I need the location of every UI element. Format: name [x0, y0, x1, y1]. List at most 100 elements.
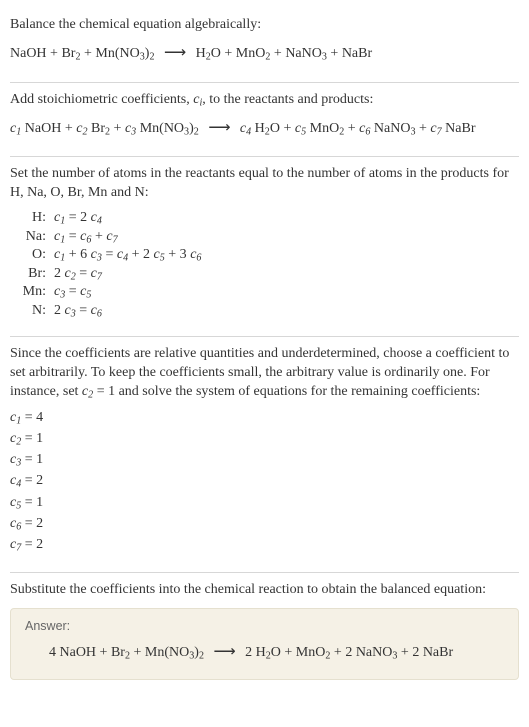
intro-text-5: Substitute the coefficients into the che…	[10, 581, 519, 600]
eq-h: c1 = 2 c4	[50, 209, 205, 228]
row-na: Na: c1 = c6 + c7	[12, 228, 205, 247]
intro-4b: and solve the system of equations for th…	[115, 384, 480, 399]
intro-text-1: Balance the chemical equation algebraica…	[10, 16, 519, 35]
c1: c1	[10, 121, 21, 136]
c4: c4	[240, 121, 251, 136]
reactant-mnno32: Mn(NO3)2	[95, 46, 154, 61]
plus: +	[397, 645, 412, 660]
nabr: NaBr	[423, 645, 453, 660]
arrow-icon: ⟶	[158, 44, 192, 61]
plus: +	[281, 645, 296, 660]
product-h2o: H2O	[196, 46, 221, 61]
eq-n: 2 c3 = c6	[50, 302, 205, 321]
plus: +	[47, 46, 62, 61]
mnno32: Mn(NO3)2	[140, 121, 199, 136]
intro-2a: Add stoichiometric coefficients,	[10, 92, 193, 107]
c2-var: c2	[82, 384, 93, 399]
h2o: H2O	[255, 121, 280, 136]
coefficient-list: c1 = 4 c2 = 1 c3 = 1 c4 = 2 c5 = 1 c6 = …	[10, 408, 519, 556]
coeff-c7: c7 = 2	[10, 535, 519, 556]
section-answer: Substitute the coefficients into the che…	[10, 573, 519, 692]
h-sym: H	[196, 46, 206, 61]
reactant-br2: Br2	[61, 46, 80, 61]
plus: +	[270, 46, 285, 61]
mno2: MnO2	[296, 645, 331, 660]
coef-2c: 2	[412, 645, 423, 660]
row-mn: Mn: c3 = c5	[12, 283, 205, 302]
coeff-equation: c1 NaOH + c2 Br2 + c3 Mn(NO3)2 ⟶ c4 H2O …	[10, 116, 519, 141]
arrow-icon: ⟶	[202, 119, 236, 136]
coef-4: 4	[49, 645, 60, 660]
coeff-c5: c5 = 1	[10, 493, 519, 514]
coeff-c6: c6 = 2	[10, 514, 519, 535]
coef-2a: 2	[245, 645, 256, 660]
mno2: MnO2	[310, 121, 345, 136]
intro-text-2: Add stoichiometric coefficients, ci, to …	[10, 91, 519, 110]
mno-sym: MnO	[236, 46, 266, 61]
nano-sym: NaNO	[285, 46, 322, 61]
product-mno2: MnO2	[236, 46, 271, 61]
plus: +	[81, 46, 96, 61]
plus: +	[61, 121, 76, 136]
plus: +	[110, 121, 125, 136]
label-o: O:	[12, 246, 50, 265]
arrow-icon: ⟶	[208, 643, 242, 660]
label-mn: Mn:	[12, 283, 50, 302]
eq-br: 2 c2 = c7	[50, 265, 205, 284]
nano3: NaNO3	[374, 121, 416, 136]
plus: +	[330, 645, 345, 660]
plus: +	[344, 121, 359, 136]
plus: +	[280, 121, 295, 136]
coeff-c3: c3 = 1	[10, 450, 519, 471]
answer-box: Answer: 4 NaOH + Br2 + Mn(NO3)2 ⟶ 2 H2O …	[10, 608, 519, 680]
br2: Br2	[111, 645, 130, 660]
plus: +	[96, 645, 111, 660]
coeff-c2: c2 = 1	[10, 429, 519, 450]
ci-var: ci	[193, 92, 202, 107]
plus: +	[130, 645, 145, 660]
plus: +	[327, 46, 342, 61]
section-stoich-coeffs: Add stoichiometric coefficients, ci, to …	[10, 83, 519, 158]
row-o: O: c1 + 6 c3 = c4 + 2 c5 + 3 c6	[12, 246, 205, 265]
label-na: Na:	[12, 228, 50, 247]
c5: c5	[295, 121, 306, 136]
atom-equations-table: H: c1 = 2 c4 Na: c1 = c6 + c7 O: c1 + 6 …	[12, 209, 205, 320]
coeff-c4: c4 = 2	[10, 471, 519, 492]
c7: c7	[430, 121, 441, 136]
mnno32: Mn(NO3)2	[145, 645, 204, 660]
c6: c6	[359, 121, 370, 136]
answer-label: Answer:	[25, 619, 504, 633]
balanced-equation: 4 NaOH + Br2 + Mn(NO3)2 ⟶ 2 H2O + MnO2 +…	[25, 639, 504, 665]
c2-eq1: = 1	[93, 384, 115, 399]
row-br: Br: 2 c2 = c7	[12, 265, 205, 284]
intro-text-3: Set the number of atoms in the reactants…	[10, 165, 519, 203]
br2: Br2	[91, 121, 110, 136]
intro-2b: , to the reactants and products:	[202, 92, 373, 107]
label-n: N:	[12, 302, 50, 321]
unbalanced-equation: NaOH + Br2 + Mn(NO3)2 ⟶ H2O + MnO2 + NaN…	[10, 41, 519, 66]
plus: +	[416, 121, 431, 136]
mn-s2: 2	[149, 51, 154, 62]
o-sym: O	[211, 46, 221, 61]
br-sym: Br	[61, 46, 75, 61]
product-nano3: NaNO3	[285, 46, 327, 61]
coeff-c1: c1 = 4	[10, 408, 519, 429]
coef-2b: 2	[345, 645, 356, 660]
mn-a: Mn(NO	[95, 46, 139, 61]
naoh: NaOH	[25, 121, 62, 136]
eq-o: c1 + 6 c3 = c4 + 2 c5 + 3 c6	[50, 246, 205, 265]
eq-mn: c3 = c5	[50, 283, 205, 302]
section-balance-intro: Balance the chemical equation algebraica…	[10, 8, 519, 83]
row-n: N: 2 c3 = c6	[12, 302, 205, 321]
eq-na: c1 = c6 + c7	[50, 228, 205, 247]
intro-text-4: Since the coefficients are relative quan…	[10, 345, 519, 402]
label-br: Br:	[12, 265, 50, 284]
nano3: NaNO3	[356, 645, 398, 660]
section-atom-balance: Set the number of atoms in the reactants…	[10, 157, 519, 337]
h2o: H2O	[256, 645, 281, 660]
c3: c3	[125, 121, 136, 136]
row-h: H: c1 = 2 c4	[12, 209, 205, 228]
naoh: NaOH	[60, 645, 97, 660]
label-h: H:	[12, 209, 50, 228]
nabr: NaBr	[445, 121, 475, 136]
